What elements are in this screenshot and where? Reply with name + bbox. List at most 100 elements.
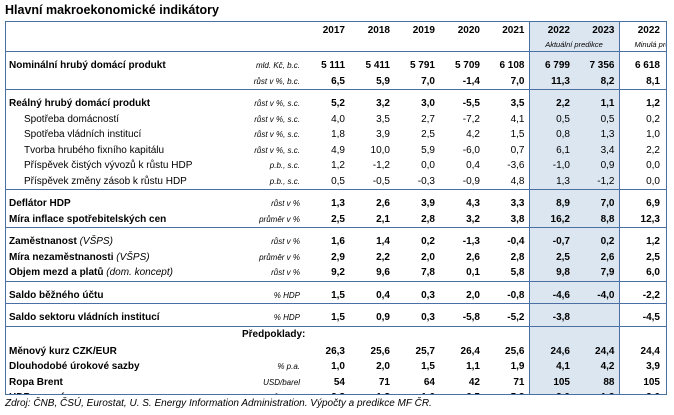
header-blank [394, 39, 439, 52]
year-header: 2023 [574, 22, 619, 39]
value-cell: 11,3 [528, 73, 574, 90]
value-cell: 2,0 [376, 361, 390, 372]
value-cell: 1,3 [574, 127, 619, 143]
table-row: Nominální hrubý domácí produkt mld. Kč, b… [6, 58, 666, 74]
value-cell: 1,2 [331, 160, 345, 171]
value-cell: 26,3 [325, 345, 345, 357]
spacer-row [6, 227, 666, 234]
source-note: Zdroj: ČNB, ČSÚ, Eurostat, U. S. Energy … [5, 398, 432, 409]
row-unit: průměr v % [242, 211, 304, 228]
header-blank [242, 39, 304, 52]
value-cell: 5 411 [365, 60, 390, 71]
value-cell: 3,0 [528, 390, 574, 394]
row-label-text: Deflátor HDP [9, 198, 71, 209]
row-label-text: Míra inflace spotřebitelských cen [9, 213, 167, 225]
value-cell: -4,0 [574, 287, 619, 304]
value-cell: 0,4 [466, 160, 480, 171]
row-unit: % HDP [242, 287, 304, 304]
value-cell: 0,5 [574, 111, 619, 127]
value-cell: -5,2 [484, 310, 529, 327]
value-cell: 1,3 [528, 173, 574, 190]
value-cell: -0,8 [484, 287, 529, 304]
value-cell: 3,2 [439, 211, 484, 228]
table-row: Objem mezd a platů (dom. koncept) růst v … [6, 265, 666, 282]
value-cell: -5,8 [439, 310, 484, 327]
value-cell: 24,4 [618, 343, 664, 359]
row-label-text: Zaměstnanost [9, 236, 77, 247]
row-unit: růst v % [271, 237, 300, 246]
value-cell: 0,2 [664, 158, 666, 174]
row-label: Objem mezd a platů (dom. koncept) [6, 265, 242, 282]
table-row: růst v %, b.c. 6,5 5,9 7,0 -1,4 7,0 11,3 8,2 8,1… [6, 73, 666, 90]
row-label: Příspěvek čistých vývozů k růstu HDP [6, 158, 242, 174]
value-cell: 0,9 [574, 158, 619, 174]
assumption-row: Dlouhodobé úrokové sazby % p.a. 1,0 2,0 1,5 1… [6, 359, 666, 375]
value-cell: 4,9 [331, 144, 345, 156]
value-cell: 1,8 [331, 129, 345, 140]
value-cell: -6,0 [462, 144, 480, 156]
value-cell: 91 [664, 375, 666, 391]
table-row: Reálný hrubý domácí produkt růst v %, s.c… [6, 96, 666, 112]
table-row: Spotřeba vládních institucí růst v %, s.c… [6, 127, 666, 143]
assumptions-label: Předpoklady: [242, 329, 306, 341]
spacer-cell [574, 51, 619, 58]
value-cell: 10,0 [370, 144, 390, 156]
value-cell: 4,4 [664, 211, 666, 228]
value-cell: -1,2 [574, 173, 619, 190]
row-label: Saldo sektoru vládních institucí [6, 310, 242, 327]
value-cell: -0,7 [528, 234, 574, 250]
value-cell: 0,0 [421, 160, 435, 171]
value-cell: 64 [423, 376, 435, 388]
row-unit: růst v %, s.c. [254, 130, 300, 139]
table-row: Míra nezaměstnanosti (VŠPS) průměr v % 2,9… [6, 249, 666, 265]
header-blank [349, 39, 394, 52]
row-unit: růst v %, s.c. [254, 114, 300, 124]
header-blank [664, 326, 666, 344]
row-unit: růst v %, b.c. [242, 73, 304, 90]
header-blank [6, 22, 242, 39]
spacer-cell [618, 189, 664, 196]
year-header: 2020 [457, 24, 480, 36]
value-cell: 2,2 [618, 142, 664, 158]
value-cell: 5,8 [484, 265, 529, 282]
row-unit: růst v %, s.c. [254, 145, 300, 155]
value-cell: 3,5 [376, 113, 390, 125]
year-header: 2017 [322, 24, 345, 36]
table-row: Spotřeba domácností růst v %, s.c. 4,0 3,5 2… [6, 111, 666, 127]
value-cell: 0,7 [510, 144, 525, 156]
value-cell: 54 [333, 376, 345, 388]
value-cell: 2,6 [618, 390, 664, 394]
header-blank [6, 39, 242, 52]
value-cell: -4,6 [528, 287, 574, 304]
table-row: Tvorba hrubého fixního kapitálu růst v %,… [6, 142, 666, 158]
value-cell: 2,5 [618, 249, 664, 265]
value-cell: 1,6 [394, 390, 439, 394]
table-row: Deflátor HDP růst v % 1,3 2,6 3,9 4,3 3,3 8,9 7,… [6, 196, 666, 212]
value-cell: 105 [618, 374, 664, 390]
value-cell: 0,3 [394, 287, 439, 304]
header-row: 201720182019202020212022202320222023 [6, 22, 666, 39]
value-cell: 3,2 [376, 98, 390, 109]
row-unit: p.b., s.c. [269, 161, 300, 170]
table-row: Příspěvek čistých vývozů k růstu HDP p.b.… [6, 158, 666, 174]
spacer-cell [574, 227, 619, 234]
header-blank [484, 326, 529, 344]
row-unit: růst v % [242, 265, 304, 282]
value-cell: 12,3 [618, 211, 664, 228]
value-cell: -3,8 [528, 310, 574, 327]
row-label-text: Spotřeba vládních institucí [24, 129, 142, 140]
value-cell: 1,5 [421, 361, 435, 372]
value-cell: -2,2 [618, 287, 664, 304]
value-cell: 3,8 [484, 211, 529, 228]
value-cell: 1,8 [349, 390, 394, 394]
row-label-text: Míra nezaměstnanosti [9, 251, 114, 263]
value-cell: 2,5 [421, 129, 435, 140]
value-cell: 3,6 [664, 96, 666, 112]
value-cell: 6,0 [618, 265, 664, 282]
value-cell: 8,8 [574, 211, 619, 228]
row-unit: růst v %, s.c. [254, 99, 300, 108]
value-cell: -0,3 [394, 173, 439, 190]
row-label: Deflátor HDP [6, 196, 242, 212]
row-label: Nominální hrubý domácí produkt [6, 58, 242, 74]
value-cell: 2,9 [331, 251, 345, 263]
